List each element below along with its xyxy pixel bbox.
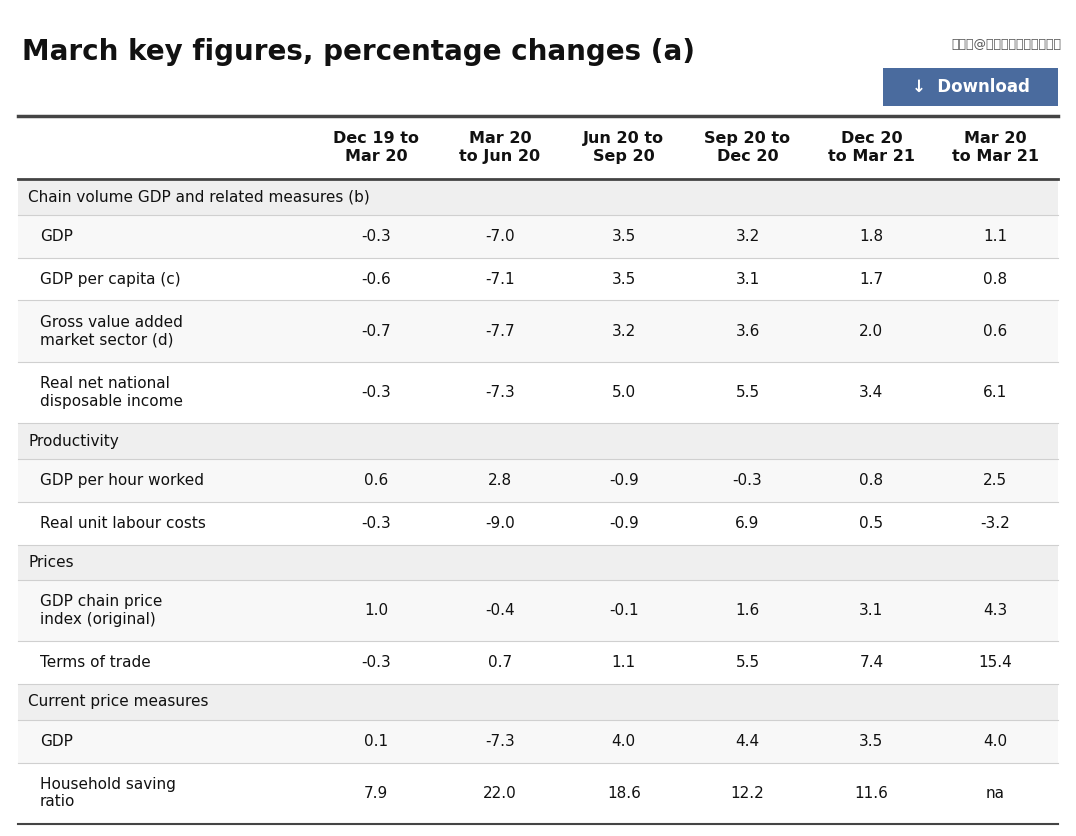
Text: 6.1: 6.1 [983,385,1007,400]
Text: Chain volume GDP and related measures (b): Chain volume GDP and related measures (b… [28,190,370,205]
Text: 5.0: 5.0 [612,385,636,400]
Text: 0.6: 0.6 [364,472,388,487]
Text: ↓  Download: ↓ Download [911,78,1030,96]
Text: GDP: GDP [40,229,73,243]
Bar [18,180,1058,215]
Bar [18,459,1058,502]
Text: -3.2: -3.2 [980,516,1010,531]
Text: Gross value added
market sector (d): Gross value added market sector (d) [40,315,183,348]
Bar [18,116,1058,180]
Bar [18,641,1058,684]
Text: -7.3: -7.3 [485,385,515,400]
Text: Real net national
disposable income: Real net national disposable income [40,376,183,409]
Text: 4.0: 4.0 [983,733,1007,748]
Text: GDP per hour worked: GDP per hour worked [40,472,204,487]
Text: Productivity: Productivity [28,434,118,449]
Text: GDP chain price
index (original): GDP chain price index (original) [40,594,162,627]
Text: 3.2: 3.2 [735,229,760,243]
Bar [18,215,1058,257]
Text: GDP per capita (c): GDP per capita (c) [40,272,181,287]
Text: -7.1: -7.1 [485,272,514,287]
Text: 12.2: 12.2 [731,786,764,801]
Text: Sep 20 to
Dec 20: Sep 20 to Dec 20 [705,131,791,164]
Text: Current price measures: Current price measures [28,695,209,710]
Text: -0.3: -0.3 [362,229,392,243]
Text: -0.1: -0.1 [609,603,639,618]
Text: 3.4: 3.4 [860,385,883,400]
Text: -0.4: -0.4 [485,603,514,618]
Text: -7.0: -7.0 [485,229,514,243]
Text: Dec 19 to
Mar 20: Dec 19 to Mar 20 [334,131,420,164]
Bar [18,502,1058,544]
Text: -0.3: -0.3 [362,655,392,670]
Text: -0.9: -0.9 [609,516,639,531]
Text: 15.4: 15.4 [978,655,1011,670]
Text: 1.6: 1.6 [735,603,760,618]
Text: 5.5: 5.5 [736,655,760,670]
Text: Mar 20
to Mar 21: Mar 20 to Mar 21 [951,131,1038,164]
Text: Terms of trade: Terms of trade [40,655,151,670]
Text: 0.6: 0.6 [983,324,1007,339]
Text: -7.7: -7.7 [485,324,514,339]
Text: 3.5: 3.5 [611,229,636,243]
Text: 0.8: 0.8 [983,272,1007,287]
Bar [18,544,1058,580]
Text: 搜狐号@嘉欧海外购房移民中心: 搜狐号@嘉欧海外购房移民中心 [951,38,1061,51]
Text: March key figures, percentage changes (a): March key figures, percentage changes (a… [22,38,695,66]
Text: 18.6: 18.6 [607,786,640,801]
Text: 5.5: 5.5 [736,385,760,400]
Text: -7.3: -7.3 [485,733,515,748]
Bar [18,762,1058,824]
Text: 11.6: 11.6 [854,786,889,801]
Text: 7.9: 7.9 [364,786,388,801]
Text: Real unit labour costs: Real unit labour costs [40,516,206,531]
Text: 1.0: 1.0 [364,603,388,618]
Text: -9.0: -9.0 [485,516,515,531]
Text: 4.0: 4.0 [612,733,636,748]
Text: 3.6: 3.6 [735,324,760,339]
Text: 1.7: 1.7 [860,272,883,287]
Bar [18,362,1058,423]
Bar [18,300,1058,362]
Text: 3.5: 3.5 [860,733,883,748]
Text: -0.7: -0.7 [362,324,391,339]
Text: 3.1: 3.1 [860,603,883,618]
Text: 0.1: 0.1 [364,733,388,748]
Text: 4.3: 4.3 [983,603,1007,618]
Text: -0.3: -0.3 [362,516,392,531]
Text: 1.1: 1.1 [983,229,1007,243]
Text: Dec 20
to Mar 21: Dec 20 to Mar 21 [827,131,915,164]
Text: 0.5: 0.5 [860,516,883,531]
Bar [18,257,1058,300]
Text: 6.9: 6.9 [735,516,760,531]
Bar [883,68,1058,106]
Text: 4.4: 4.4 [736,733,760,748]
Text: 7.4: 7.4 [860,655,883,670]
Text: 22.0: 22.0 [483,786,516,801]
Bar [18,684,1058,720]
Text: 1.8: 1.8 [860,229,883,243]
Bar [18,423,1058,459]
Text: -0.3: -0.3 [733,472,763,487]
Text: -0.9: -0.9 [609,472,639,487]
Text: Prices: Prices [28,555,73,569]
Bar [18,580,1058,641]
Text: 0.8: 0.8 [860,472,883,487]
Text: GDP: GDP [40,733,73,748]
Text: 2.0: 2.0 [860,324,883,339]
Text: Mar 20
to Jun 20: Mar 20 to Jun 20 [459,131,540,164]
Text: 3.2: 3.2 [611,324,636,339]
Bar [18,720,1058,762]
Text: Household saving
ratio: Household saving ratio [40,777,175,809]
Text: 0.7: 0.7 [489,655,512,670]
Text: 2.5: 2.5 [983,472,1007,487]
Text: 2.8: 2.8 [489,472,512,487]
Text: 3.5: 3.5 [611,272,636,287]
Text: Jun 20 to
Sep 20: Jun 20 to Sep 20 [583,131,664,164]
Text: 1.1: 1.1 [612,655,636,670]
Text: -0.6: -0.6 [362,272,392,287]
Text: na: na [986,786,1005,801]
Text: -0.3: -0.3 [362,385,392,400]
Text: 3.1: 3.1 [735,272,760,287]
